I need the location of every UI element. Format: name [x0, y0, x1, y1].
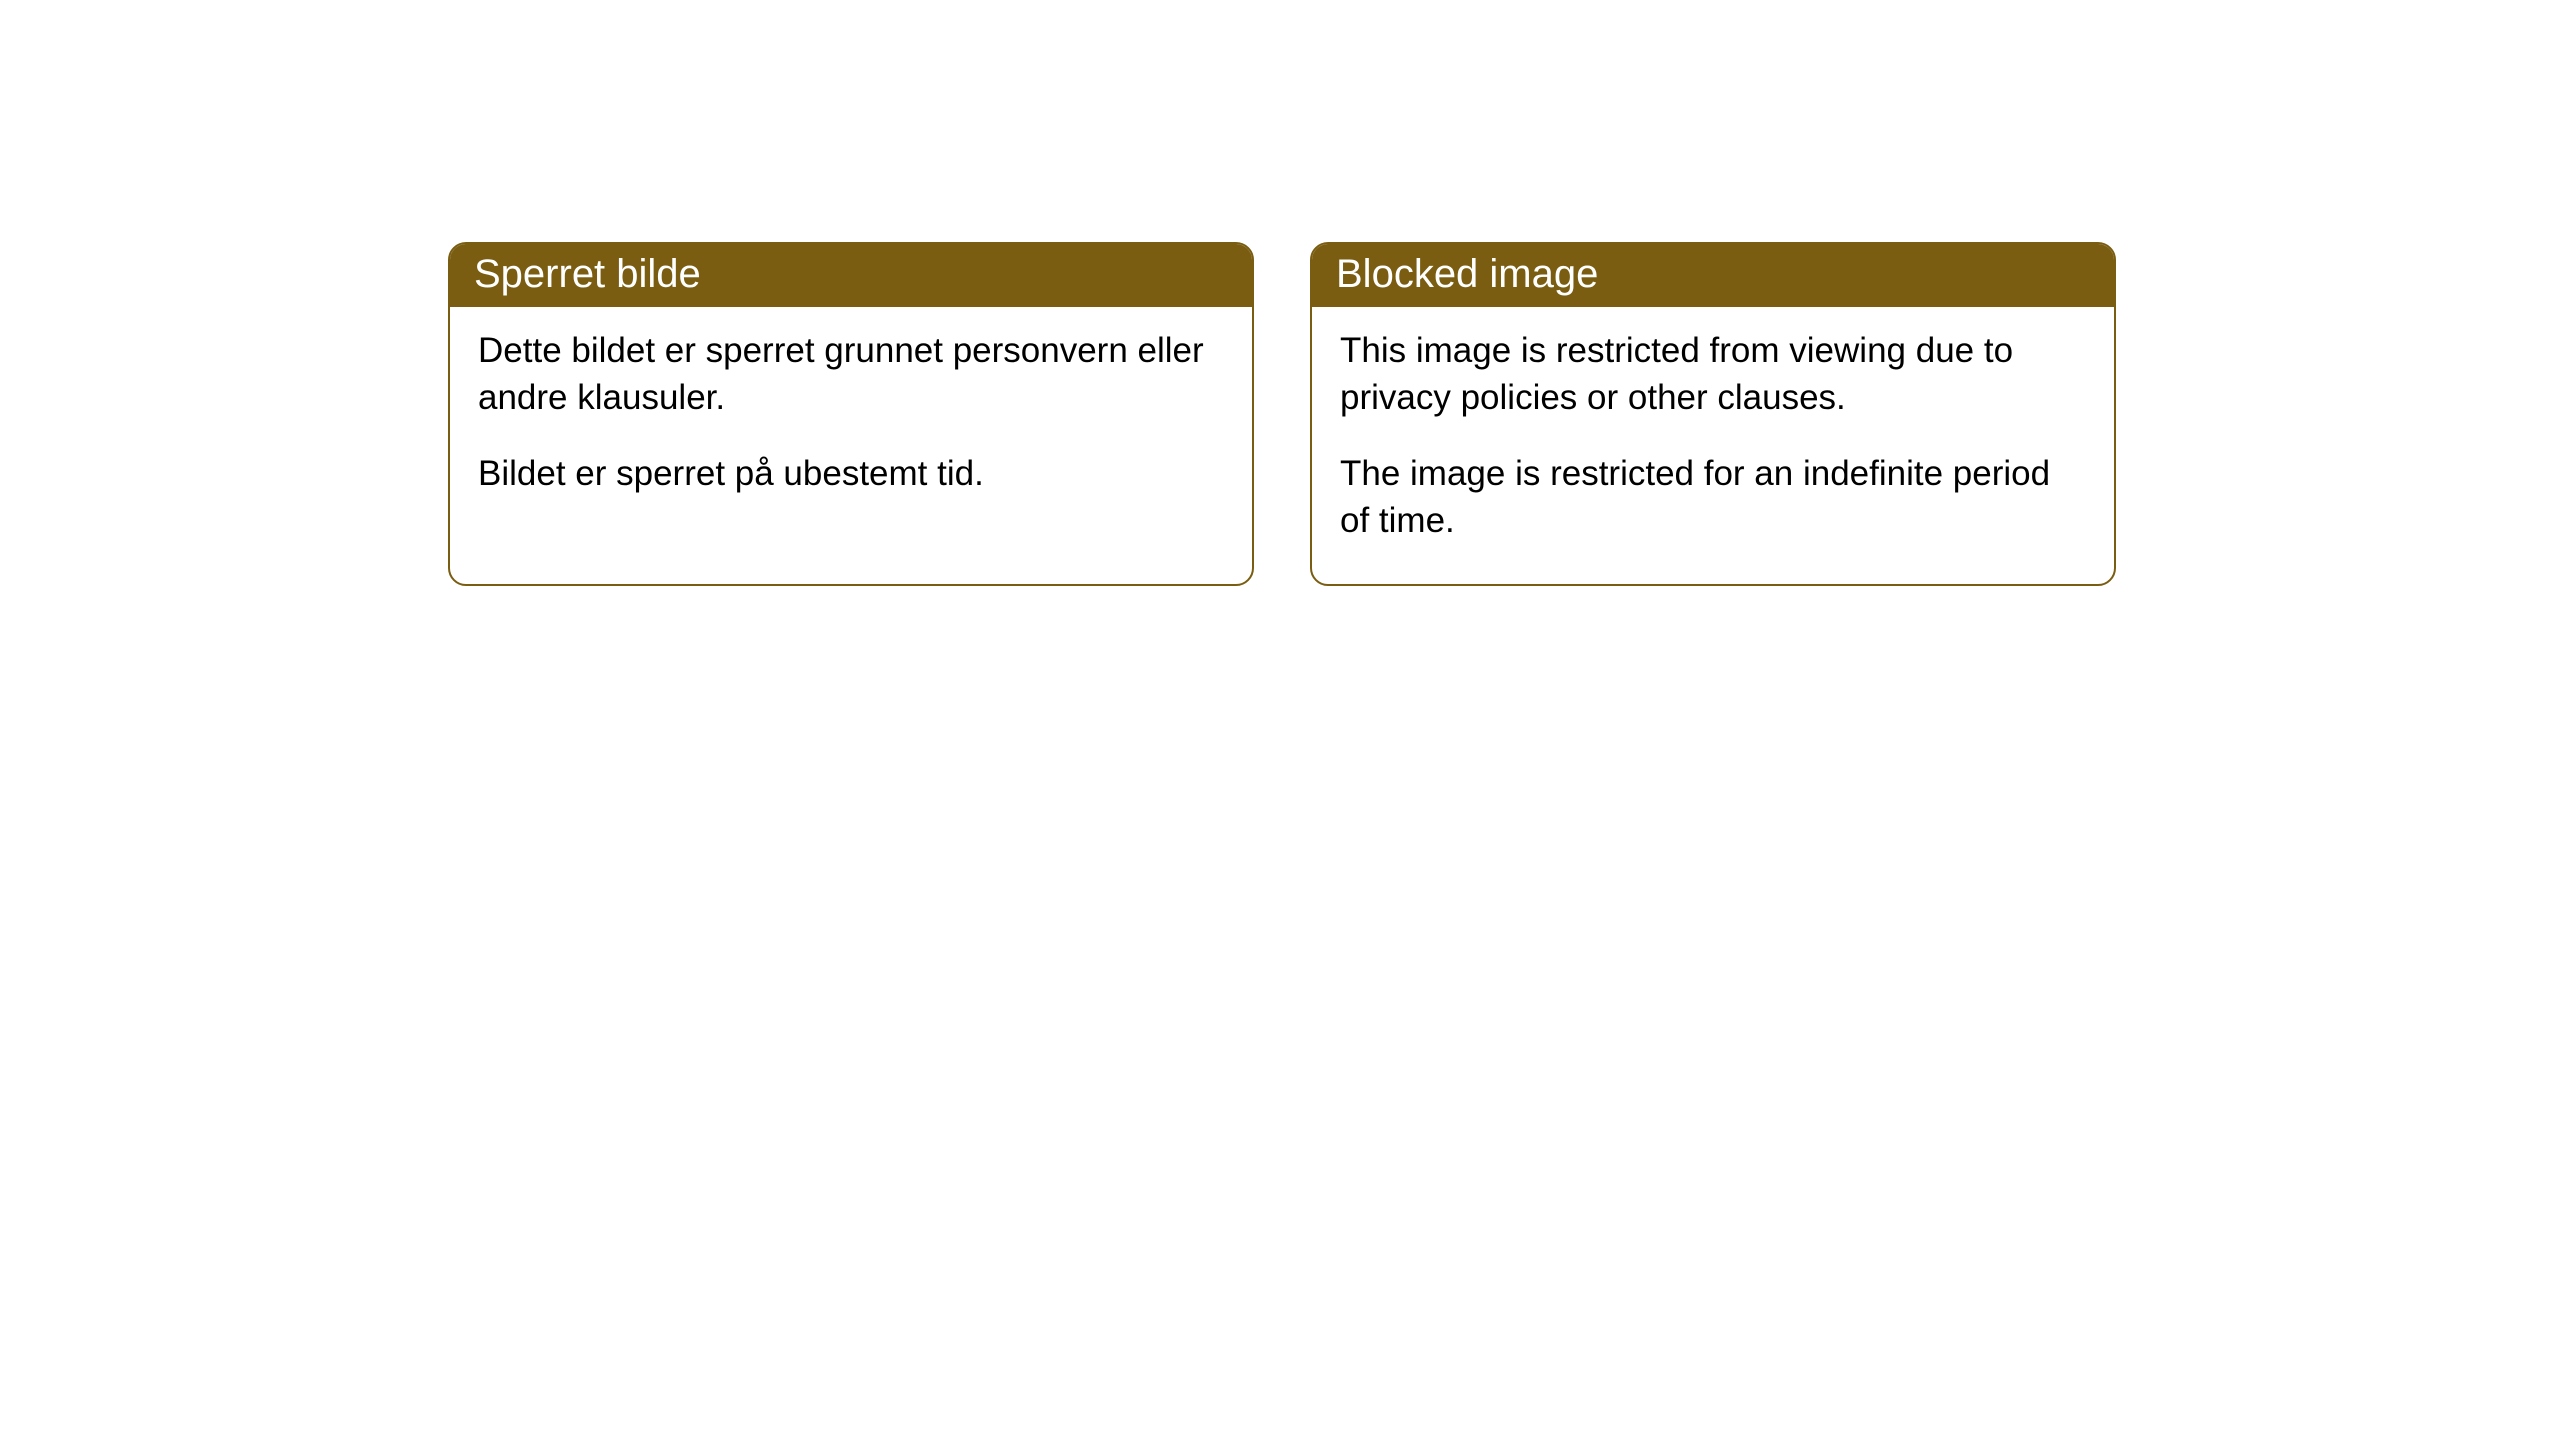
notice-card-norwegian: Sperret bilde Dette bildet er sperret gr…: [448, 242, 1254, 586]
notice-header-english: Blocked image: [1312, 244, 2114, 307]
notice-body-english: This image is restricted from viewing du…: [1312, 307, 2114, 584]
notice-text-line1: Dette bildet er sperret grunnet personve…: [478, 327, 1224, 422]
notice-body-norwegian: Dette bildet er sperret grunnet personve…: [450, 307, 1252, 537]
notice-text-line2: The image is restricted for an indefinit…: [1340, 450, 2086, 545]
notice-text-line1: This image is restricted from viewing du…: [1340, 327, 2086, 422]
notice-container: Sperret bilde Dette bildet er sperret gr…: [448, 242, 2116, 586]
notice-card-english: Blocked image This image is restricted f…: [1310, 242, 2116, 586]
notice-text-line2: Bildet er sperret på ubestemt tid.: [478, 450, 1224, 497]
notice-header-norwegian: Sperret bilde: [450, 244, 1252, 307]
